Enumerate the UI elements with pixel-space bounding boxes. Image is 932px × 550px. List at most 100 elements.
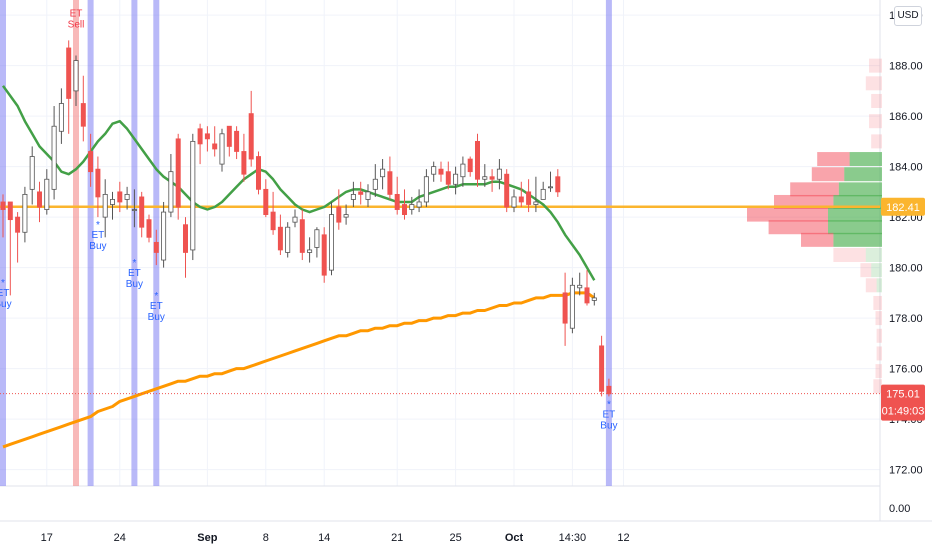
- volume-profile-sell-bar: [790, 182, 839, 197]
- buy-signal-band: [87, 0, 94, 486]
- volume-profile-buy-bar: [833, 194, 882, 209]
- volume-profile-sell-bar: [774, 194, 834, 209]
- candle-body: [423, 176, 429, 203]
- candle-body: [416, 201, 422, 208]
- candle-body: [496, 168, 502, 180]
- volume-profile-sell-bar: [869, 114, 882, 129]
- candle-body: [380, 168, 386, 178]
- candle-body: [401, 204, 407, 215]
- candle-body: [95, 168, 101, 198]
- candle-body: [161, 211, 167, 261]
- signal-label: ET: [92, 230, 105, 241]
- candle-body: [58, 103, 64, 132]
- signal-label: ET: [70, 8, 83, 19]
- candle-body: [518, 196, 524, 203]
- candle-body: [212, 143, 218, 150]
- y-tick-label: 178.00: [889, 313, 923, 325]
- candle-body: [482, 176, 488, 180]
- signal-marker: *: [1, 278, 5, 289]
- candle-body: [511, 196, 517, 208]
- y-tick-label: 172.00: [889, 465, 923, 477]
- candle-body: [540, 188, 546, 200]
- candle-body: [7, 201, 13, 221]
- volume-profile-sell-bar: [871, 134, 882, 149]
- candle-body: [548, 186, 554, 189]
- volume-profile-buy-bar: [871, 263, 882, 278]
- buy-signal-band: [0, 0, 6, 486]
- candle-body: [117, 191, 123, 203]
- volume-profile-sell-bar: [811, 167, 845, 182]
- signal-label: ET: [0, 288, 9, 299]
- candle-body: [15, 216, 21, 233]
- volume-profile-sell-bar: [817, 152, 850, 167]
- candle-body: [168, 171, 174, 213]
- candle-body: [343, 214, 349, 218]
- volume-profile-sell-bar: [873, 295, 882, 310]
- sell-signal-band: [73, 0, 79, 486]
- buy-signal-band: [605, 0, 612, 486]
- price-axis: 190.00188.00186.00184.00182.00180.00178.…: [889, 10, 923, 515]
- candle-body: [445, 171, 451, 185]
- candle-body: [453, 173, 459, 185]
- currency-button[interactable]: USD: [894, 6, 922, 26]
- level-price-text: 182.41: [886, 202, 920, 214]
- candle-body: [314, 229, 320, 248]
- candle-body: [584, 287, 590, 304]
- candle-body: [80, 103, 86, 127]
- candle-body: [336, 206, 342, 223]
- candle-body: [526, 191, 532, 205]
- x-tick-label: 12: [617, 532, 629, 544]
- volume-profile-buy-bar: [844, 167, 882, 182]
- slow-moving-average-line: [2, 291, 596, 449]
- price-badges: 182.41 175.01 01:49:03: [881, 197, 925, 421]
- x-tick-label: Oct: [505, 532, 524, 544]
- candle-body: [219, 133, 225, 165]
- volume-profile-sell-bar: [768, 220, 828, 235]
- candle-body: [307, 249, 313, 253]
- candle-body: [175, 138, 181, 208]
- volume-profile-buy-bar: [876, 278, 882, 293]
- candle-body: [270, 211, 276, 231]
- candle-body: [44, 178, 50, 210]
- candle-body: [467, 158, 473, 173]
- volume-profile-sell-bar: [865, 278, 877, 293]
- volume-profile-sell-bar: [801, 232, 834, 247]
- x-tick-label: 17: [41, 532, 53, 544]
- volume-profile-buy-bar: [838, 182, 882, 197]
- fast-moving-average-line: [1, 85, 596, 281]
- candle-body: [591, 297, 597, 301]
- volume-profile-sell-bar: [876, 346, 882, 361]
- candle-body: [234, 130, 240, 152]
- candle-body: [474, 140, 480, 180]
- candle-body: [533, 201, 539, 205]
- volume-profile-sell-bar: [871, 93, 882, 108]
- candle-body: [504, 173, 510, 208]
- candle-body: [204, 133, 210, 140]
- volume-profile-buy-bar: [828, 207, 882, 222]
- candle-body: [562, 292, 568, 324]
- candle-body: [606, 385, 612, 395]
- candle-body: [350, 193, 356, 200]
- candle-body: [358, 191, 364, 195]
- candle-body: [387, 171, 393, 195]
- x-tick-label: 8: [263, 532, 269, 544]
- candle-body: [88, 151, 94, 173]
- y-tick-label: 186.00: [889, 111, 923, 123]
- volume-profile-sell-bar: [860, 263, 872, 278]
- signal-marker: *: [96, 220, 100, 231]
- volume-profile-sell-bar: [876, 328, 882, 343]
- signal-marker: *: [154, 291, 158, 302]
- candle-body: [37, 191, 43, 208]
- candle-body: [277, 226, 283, 251]
- x-tick-label: Sep: [197, 532, 217, 544]
- candle-body: [73, 60, 79, 92]
- candle-body: [153, 241, 159, 253]
- candle-body: [285, 226, 291, 253]
- candle-body: [190, 140, 196, 251]
- y-tick-label: 176.00: [889, 364, 923, 376]
- candle-body: [226, 125, 232, 147]
- signal-label: Buy: [148, 312, 165, 323]
- countdown-text: 01:49:03: [882, 406, 925, 418]
- candle-body: [66, 47, 72, 99]
